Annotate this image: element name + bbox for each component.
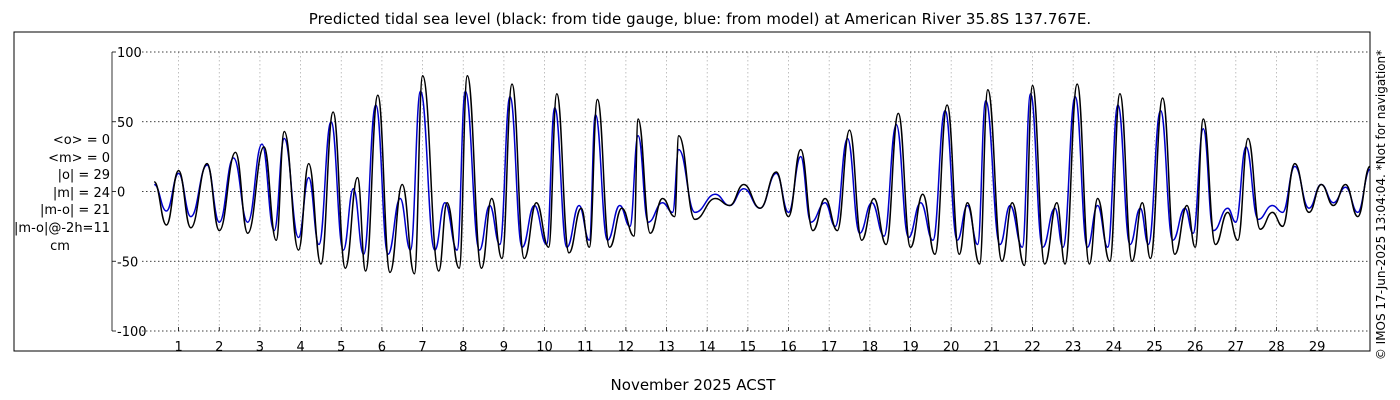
x-tick-label: 27 (1228, 340, 1245, 355)
stat-unit: cm (50, 238, 70, 254)
stat-abs-model: |m| = 24 (52, 185, 110, 201)
y-tick-label: 0 (117, 186, 125, 201)
x-tick-label: 9 (500, 340, 508, 355)
y-tick-label: -100 (117, 325, 147, 340)
stat-abs-observed: |o| = 29 (57, 168, 110, 184)
observed-series-line (153, 74, 1371, 275)
x-tick-label: 25 (1146, 340, 1163, 355)
stat-mean-observed: <o> = 0 (52, 133, 110, 148)
y-tick-label: 100 (117, 46, 142, 61)
x-tick-label: 4 (296, 340, 304, 355)
x-tick-label: 15 (740, 340, 757, 355)
x-tick-label: 28 (1268, 340, 1285, 355)
axes (111, 51, 1318, 332)
x-tick-label: 22 (1024, 340, 1041, 355)
model-series-line (153, 90, 1371, 256)
chart-title: Predicted tidal sea level (black: from t… (308, 10, 1092, 28)
x-tick-label: 11 (577, 340, 594, 355)
x-tick-label: 21 (984, 340, 1001, 355)
x-tick-label: 3 (256, 340, 264, 355)
y-tick-label: 50 (117, 116, 134, 131)
x-tick-label: 13 (658, 340, 675, 355)
x-tick-label: 20 (943, 340, 960, 355)
x-tick-label: 6 (378, 340, 386, 355)
stat-abs-difference-lagged: |m-o|@-2h=11 (14, 220, 110, 236)
x-tick-label: 12 (618, 340, 635, 355)
grid-lines (142, 51, 1370, 332)
x-tick-label: 23 (1065, 340, 1082, 355)
x-tick-label: 1 (174, 340, 182, 355)
statistics-panel: <o> = 0 <m> = 0 |o| = 29 |m| = 24 |m-o| … (10, 132, 110, 255)
x-tick-label: 29 (1309, 340, 1326, 355)
tick-labels: 1 2 3 4 5 6 7 8 9 10 11 12 13 14 15 16 17 18 19 20 21 22 23 24 2… (117, 46, 1325, 355)
x-tick-label: 18 (862, 340, 879, 355)
x-tick-label: 7 (418, 340, 426, 355)
x-tick-label: 2 (215, 340, 223, 355)
stat-abs-difference: |m-o| = 21 (39, 203, 110, 219)
stat-mean-model: <m> = 0 (48, 150, 110, 166)
x-axis-label: November 2025 ACST (610, 376, 776, 394)
y-tick-label: -50 (117, 255, 138, 270)
x-tick-label: 19 (902, 340, 919, 355)
x-tick-label: 14 (699, 340, 716, 355)
x-tick-label: 17 (821, 340, 838, 355)
outer-frame (13, 31, 1371, 352)
x-tick-label: 24 (1106, 340, 1123, 355)
x-tick-label: 10 (536, 340, 553, 355)
copyright-text: © IMOS 17-Jun-2025 13:04:04. *Not for na… (1374, 49, 1388, 361)
x-tick-label: 26 (1187, 340, 1204, 355)
x-tick-label: 5 (337, 340, 345, 355)
x-tick-label: 16 (780, 340, 797, 355)
data-series (153, 74, 1371, 275)
x-tick-label: 8 (459, 340, 467, 355)
